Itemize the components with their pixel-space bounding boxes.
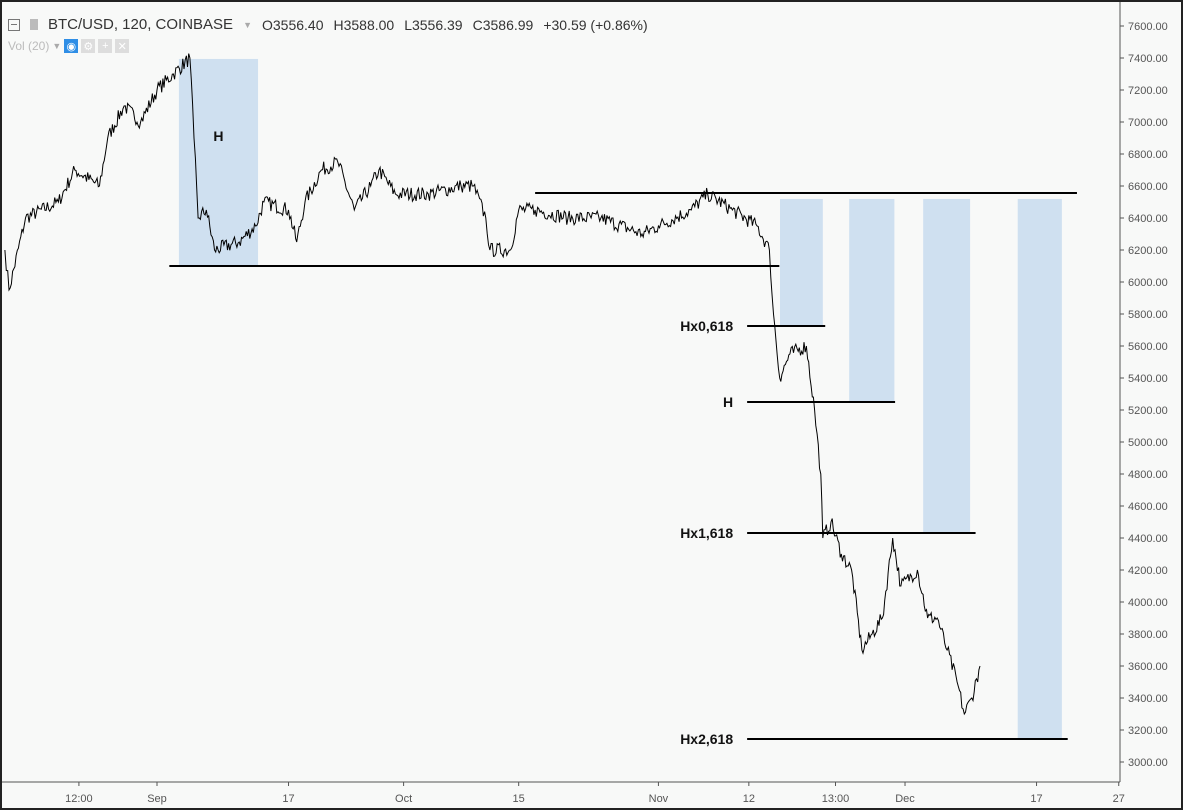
close-value: C3586.99 xyxy=(472,16,534,33)
gear-icon[interactable]: ⚙ xyxy=(81,39,96,53)
low-value: L3556.39 xyxy=(404,16,463,33)
y-tick-label: 4200.00 xyxy=(1128,565,1168,577)
projection-box xyxy=(780,198,823,326)
box-label: H xyxy=(213,128,223,144)
x-tick-label: 12 xyxy=(743,793,755,805)
x-tick-label: 12:00 xyxy=(65,793,93,805)
x-tick-label: 27 xyxy=(1113,793,1125,805)
projection-box xyxy=(849,198,895,402)
y-tick-label: 4800.00 xyxy=(1128,469,1168,481)
y-tick-label: 5600.00 xyxy=(1128,341,1168,353)
y-tick-label: 6400.00 xyxy=(1128,213,1168,225)
y-tick-label: 6000.00 xyxy=(1128,277,1168,289)
x-tick-label: 17 xyxy=(1030,793,1042,805)
projection-box xyxy=(1017,198,1062,739)
y-tick-label: 3200.00 xyxy=(1128,725,1168,737)
x-tick-label: Dec xyxy=(895,793,915,805)
y-tick-label: 4000.00 xyxy=(1128,597,1168,609)
volume-legend: Vol (20) ▼ ◉ ⚙ + ✕ xyxy=(8,39,130,53)
y-tick-label: 3800.00 xyxy=(1128,629,1168,641)
plus-icon[interactable]: + xyxy=(98,39,113,53)
y-tick-label: 5000.00 xyxy=(1128,437,1168,449)
y-tick-label: 7000.00 xyxy=(1128,117,1168,129)
volume-label[interactable]: Vol (20) xyxy=(8,39,50,53)
chevron-down-icon[interactable]: ▼ xyxy=(243,19,252,30)
close-icon[interactable]: ✕ xyxy=(115,39,130,53)
x-tick-label: 13:00 xyxy=(822,793,850,805)
y-tick-label: 6200.00 xyxy=(1128,245,1168,257)
y-tick-label: 3000.00 xyxy=(1128,757,1168,769)
y-tick-label: 5400.00 xyxy=(1128,373,1168,385)
projection-box xyxy=(178,58,259,267)
change-value: +30.59 (+0.86%) xyxy=(543,16,648,33)
y-tick-label: 5200.00 xyxy=(1128,405,1168,417)
price-line xyxy=(4,53,981,716)
chevron-down-icon[interactable]: ▼ xyxy=(52,41,62,51)
y-tick-label: 4600.00 xyxy=(1128,501,1168,513)
x-tick-label: Oct xyxy=(395,793,412,805)
y-tick-label: 3600.00 xyxy=(1128,661,1168,673)
x-tick-label: Nov xyxy=(649,793,669,805)
level-label: Hx2,618 xyxy=(680,731,733,747)
y-tick-label: 6800.00 xyxy=(1128,149,1168,161)
level-label: Hx1,618 xyxy=(680,525,733,541)
collapse-icon[interactable] xyxy=(8,18,20,31)
x-tick-label: 15 xyxy=(513,793,525,805)
legend-header: BTC/USD, 120, COINBASE ▼ O3556.40 H3588.0… xyxy=(8,16,648,33)
y-tick-label: 7200.00 xyxy=(1128,85,1168,97)
y-tick-label: 7400.00 xyxy=(1128,53,1168,65)
flag-icon[interactable] xyxy=(30,19,38,30)
eye-icon[interactable]: ◉ xyxy=(64,39,79,53)
y-tick-label: 5800.00 xyxy=(1128,309,1168,321)
price-axis xyxy=(1120,2,1181,808)
level-label: H xyxy=(723,394,733,410)
projection-box xyxy=(923,198,971,534)
open-value: O3556.40 xyxy=(261,16,324,33)
y-tick-label: 3400.00 xyxy=(1128,693,1168,705)
high-value: H3588.00 xyxy=(333,16,395,33)
level-label: Hx0,618 xyxy=(680,318,733,334)
y-tick-label: 6600.00 xyxy=(1128,181,1168,193)
x-tick-label: 17 xyxy=(282,793,294,805)
y-tick-label: 4400.00 xyxy=(1128,533,1168,545)
symbol-label[interactable]: BTC/USD, 120, COINBASE xyxy=(48,16,234,33)
x-tick-label: Sep xyxy=(147,793,167,805)
y-tick-label: 7600.00 xyxy=(1128,21,1168,33)
